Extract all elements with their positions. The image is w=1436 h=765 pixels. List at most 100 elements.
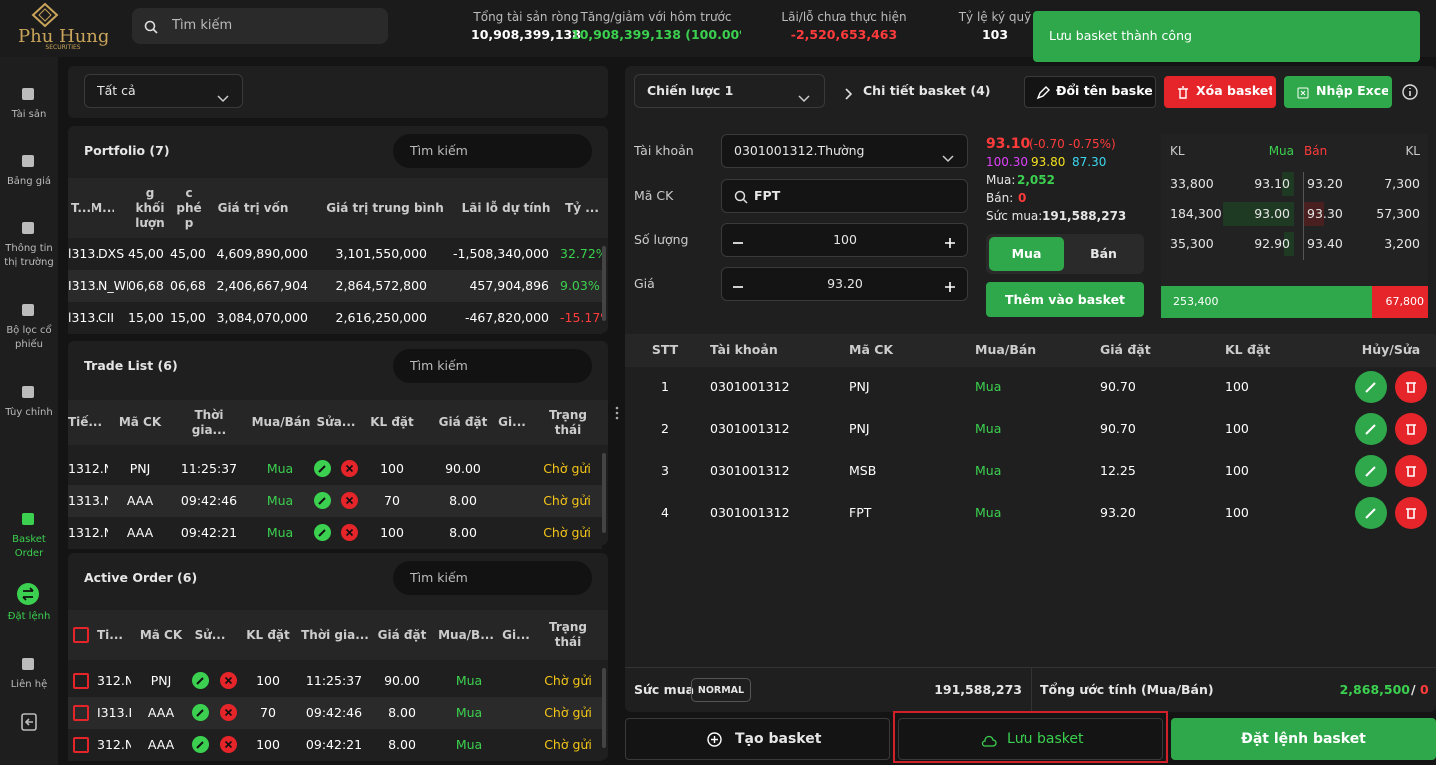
plus-button[interactable] [944,278,956,292]
table-cell: PNJ [849,379,870,394]
panel-search[interactable] [393,349,592,383]
edit-button[interactable] [1355,497,1387,529]
edit-button[interactable] [192,704,209,721]
table-row [68,517,602,549]
save-text: Lưu basket [1007,731,1084,747]
logout-icon[interactable] [19,712,39,732]
strategy-select[interactable] [634,74,825,108]
nav-label[interactable]: Bộ lọc cổ phiếu [6,325,52,350]
edit-button[interactable] [1355,455,1387,487]
edit-button[interactable] [314,524,331,541]
info-icon[interactable] [1402,84,1418,100]
panel-search[interactable] [393,134,592,168]
form-input[interactable] [721,134,968,168]
cancel-button[interactable] [341,460,358,477]
table-cell: l313.I [68,246,98,261]
ob-bid-price: 93.00 [1254,206,1290,221]
header-checkbox[interactable] [73,627,89,643]
form-input[interactable] [721,267,968,301]
nav-icon-svg [22,386,34,398]
sell-depth [1304,202,1324,226]
column-header: Mua/Bán [975,342,1037,357]
delete-button[interactable] [1395,371,1427,403]
search-box[interactable] [132,8,388,44]
nav-label[interactable]: Tài sản [11,109,47,120]
column-header: STT [651,342,679,357]
ob-bid-price: 92.90 [1254,236,1290,251]
panel-search[interactable] [393,561,592,595]
table-cell: PNJ [129,461,151,476]
nav-icon-svg [22,304,34,316]
create-text: Tạo basket [735,731,822,747]
create-button[interactable] [625,718,890,760]
delete-button[interactable] [1164,76,1276,108]
resize-handle [614,405,620,421]
row-checkbox[interactable] [73,673,89,689]
table-row [68,485,602,517]
cancel-button[interactable] [220,672,237,689]
edit-button[interactable] [192,736,209,753]
filter-select[interactable] [84,74,243,108]
buy-tab[interactable]: Mua [989,237,1064,271]
save-highlight [893,711,1168,763]
column-header: KL đặt [1225,342,1271,357]
nav-label[interactable]: Tùy chỉnh [5,407,53,418]
table-cell: 100 [1225,421,1249,436]
table-cell: 4 [661,505,669,520]
edit-button-svg [314,492,331,509]
delete-button[interactable] [1395,455,1427,487]
table-cell: 0301001312 [710,379,790,394]
table-cell: Chờ gửi [543,525,591,540]
table-cell: 8.00 [388,705,416,720]
rename-button[interactable] [1024,76,1156,108]
total-sell: 0 [1420,682,1429,697]
table-row [68,453,602,485]
edit-button[interactable] [1355,371,1387,403]
edit-button[interactable] [192,672,209,689]
row-checkbox[interactable] [73,737,89,753]
table-header [68,610,608,660]
nav-label[interactable]: Đặt lệnh [7,611,51,622]
cancel-button[interactable] [341,492,358,509]
nav-label[interactable]: Thông tin thị trường [4,243,54,268]
delete-button-svg [1395,413,1427,445]
delete-button-icon-svg [1178,86,1188,99]
save-button[interactable] [898,718,1163,760]
minus-button[interactable] [732,234,744,246]
minus-button[interactable] [732,278,744,290]
table-cell: 3,084,070,000 [216,310,308,325]
edit-button[interactable] [314,460,331,477]
table-cell: I313.I [97,705,131,720]
form-input[interactable] [721,223,968,257]
delete-button[interactable] [1395,413,1427,445]
form-input[interactable] [721,179,968,213]
cancel-button-svg [341,460,358,477]
table-cell: CII [98,310,115,325]
plus-button[interactable] [944,234,956,248]
add-button[interactable]: Thêm vào basket [986,282,1144,317]
place-button[interactable]: Đặt lệnh basket [1171,718,1436,760]
cancel-button-svg [220,672,237,689]
nav-label[interactable]: Basket Order [12,534,46,559]
cancel-button[interactable] [220,704,237,721]
delete-button[interactable] [1395,497,1427,529]
delete-button-svg [1395,455,1427,487]
row-checkbox[interactable] [73,705,89,721]
toast [1033,11,1420,62]
logout-icon-svg [21,713,37,731]
cancel-button[interactable] [220,736,237,753]
nav-label[interactable]: Liên hệ [10,679,48,690]
table-cell: I313.I [68,278,98,293]
minus-button-svg [733,242,743,244]
table-header [68,400,608,445]
edit-button[interactable] [1355,413,1387,445]
stat-label: Lãi/lỗ chưa thực hiện [781,10,907,24]
column-header: Giá đặt [438,415,488,429]
table-cell: 1 [661,379,669,394]
stat-label: Tổng tài sản ròng [473,10,579,24]
buy-depth [1223,202,1294,226]
edit-button[interactable] [314,492,331,509]
nav-label[interactable]: Bảng giá [6,176,52,187]
sell-tab[interactable]: Bán [1090,246,1117,261]
cancel-button[interactable] [341,524,358,541]
